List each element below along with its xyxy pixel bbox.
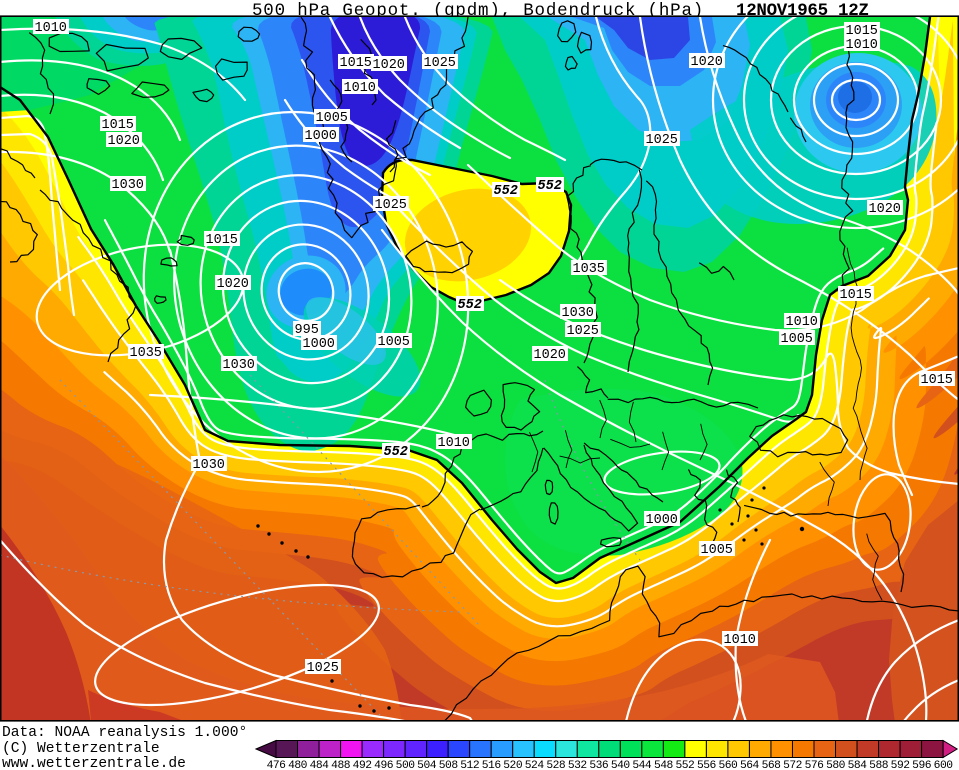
svg-text:1010: 1010 — [344, 81, 376, 96]
svg-text:1010: 1010 — [846, 38, 878, 53]
svg-text:504: 504 — [417, 760, 437, 770]
svg-text:576: 576 — [805, 760, 825, 770]
svg-text:524: 524 — [525, 760, 545, 770]
svg-text:488: 488 — [331, 760, 351, 770]
svg-text:995: 995 — [295, 323, 319, 338]
svg-text:1020: 1020 — [108, 134, 140, 149]
svg-text:596: 596 — [912, 760, 932, 770]
svg-text:1015: 1015 — [840, 288, 872, 303]
svg-text:Data: NOAA reanalysis 1.000°: Data: NOAA reanalysis 1.000° — [2, 725, 247, 741]
svg-text:520: 520 — [503, 760, 523, 770]
svg-text:560: 560 — [718, 760, 738, 770]
svg-text:516: 516 — [482, 760, 502, 770]
svg-text:1010: 1010 — [724, 633, 756, 648]
svg-text:1020: 1020 — [373, 58, 405, 73]
svg-text:1000: 1000 — [303, 337, 335, 352]
svg-text:1010: 1010 — [786, 315, 818, 330]
svg-text:580: 580 — [826, 760, 846, 770]
svg-text:1030: 1030 — [193, 458, 225, 473]
svg-text:1035: 1035 — [573, 262, 605, 277]
svg-text:556: 556 — [697, 760, 717, 770]
svg-text:568: 568 — [762, 760, 782, 770]
svg-text:600: 600 — [934, 760, 954, 770]
svg-text:544: 544 — [632, 760, 652, 770]
svg-text:484: 484 — [310, 760, 330, 770]
svg-text:540: 540 — [611, 760, 631, 770]
svg-text:1000: 1000 — [305, 129, 337, 144]
svg-text:1005: 1005 — [378, 335, 410, 350]
svg-text:564: 564 — [740, 760, 760, 770]
svg-text:1025: 1025 — [375, 198, 407, 213]
svg-text:552: 552 — [494, 184, 518, 199]
svg-text:www.wetterzentrale.de: www.wetterzentrale.de — [2, 756, 186, 770]
svg-text:1020: 1020 — [691, 55, 723, 70]
svg-text:592: 592 — [891, 760, 910, 770]
svg-text:508: 508 — [439, 760, 459, 770]
svg-text:548: 548 — [654, 760, 674, 770]
svg-text:536: 536 — [589, 760, 609, 770]
svg-text:1020: 1020 — [217, 277, 249, 292]
svg-text:1020: 1020 — [534, 348, 566, 363]
svg-text:512: 512 — [460, 760, 479, 770]
svg-text:1010: 1010 — [35, 21, 67, 36]
svg-text:552: 552 — [384, 445, 408, 460]
svg-text:552: 552 — [675, 760, 694, 770]
svg-text:1025: 1025 — [646, 133, 678, 148]
svg-text:1005: 1005 — [781, 332, 813, 347]
svg-text:532: 532 — [568, 760, 587, 770]
svg-text:1005: 1005 — [316, 111, 348, 126]
svg-text:500: 500 — [396, 760, 416, 770]
svg-text:(C) Wetterzentrale: (C) Wetterzentrale — [2, 741, 160, 757]
svg-text:584: 584 — [848, 760, 868, 770]
svg-text:1025: 1025 — [424, 56, 456, 71]
svg-text:1020: 1020 — [869, 202, 901, 217]
svg-text:552: 552 — [458, 298, 482, 313]
svg-text:572: 572 — [783, 760, 802, 770]
svg-text:588: 588 — [869, 760, 889, 770]
svg-text:1030: 1030 — [562, 306, 594, 321]
svg-text:1000: 1000 — [646, 513, 678, 528]
svg-text:528: 528 — [546, 760, 566, 770]
svg-text:480: 480 — [288, 760, 308, 770]
svg-text:1015: 1015 — [921, 373, 953, 388]
svg-text:476: 476 — [267, 760, 287, 770]
svg-text:1015: 1015 — [846, 24, 878, 39]
svg-text:1030: 1030 — [223, 358, 255, 373]
svg-text:1015: 1015 — [102, 118, 134, 133]
svg-text:492: 492 — [353, 760, 372, 770]
svg-text:1015: 1015 — [340, 56, 372, 71]
svg-text:1025: 1025 — [307, 661, 339, 676]
svg-text:1030: 1030 — [112, 178, 144, 193]
svg-text:1035: 1035 — [130, 346, 162, 361]
svg-text:1025: 1025 — [567, 324, 599, 339]
svg-text:496: 496 — [374, 760, 394, 770]
svg-text:1010: 1010 — [438, 436, 470, 451]
svg-text:1015: 1015 — [206, 233, 238, 248]
svg-text:552: 552 — [538, 179, 562, 194]
svg-text:1005: 1005 — [701, 543, 733, 558]
